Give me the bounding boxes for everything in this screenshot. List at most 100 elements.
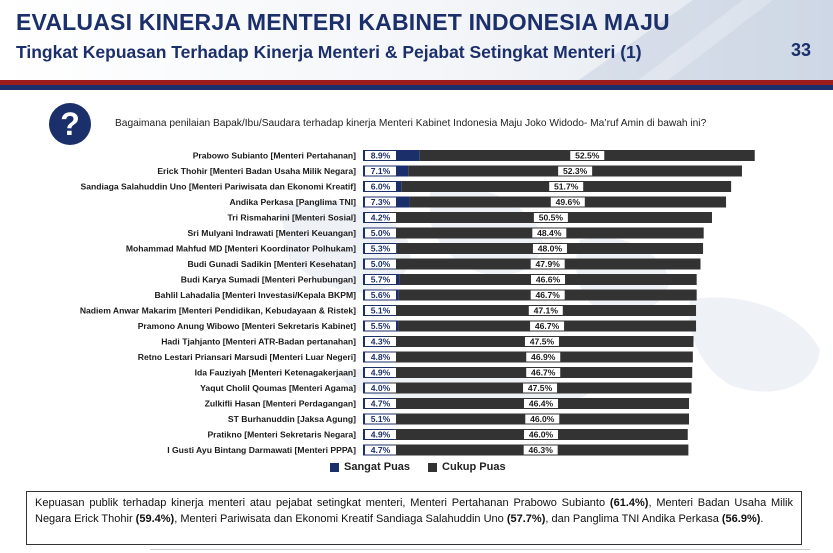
- data-label-box: [365, 151, 396, 160]
- legend-item-cukup-puas: Cukup Puas: [428, 461, 506, 473]
- category-label: Yaqut Cholil Qoumas [Menteri Agama]: [200, 383, 356, 393]
- data-label-cukup-puas: 46.7%: [536, 290, 561, 300]
- data-label-sangat-puas: 4.9%: [371, 368, 391, 378]
- category-label: Erick Thohir [Menteri Badan Usaha Milik …: [157, 166, 356, 176]
- category-label: ST Burhanuddin [Jaksa Agung]: [228, 414, 356, 424]
- satisfaction-bar-chart: Prabowo Subianto [Menteri Pertahanan] 8.9…: [80, 150, 755, 456]
- category-label: I Gusti Ayu Bintang Darmawati [Menteri P…: [167, 445, 356, 455]
- data-label-box: [532, 228, 567, 238]
- data-label-sangat-puas: 4.7%: [371, 399, 391, 409]
- data-label-box: [365, 166, 396, 176]
- data-label-box: [365, 197, 396, 207]
- legend-swatch: [330, 462, 339, 472]
- category-label: Zulkifli Hasan [Menteri Perdagangan]: [205, 399, 357, 409]
- data-label-box: [531, 275, 566, 284]
- data-label-box: [549, 182, 584, 191]
- data-label-box: [365, 368, 396, 377]
- question-mark-icon: ?: [49, 103, 91, 145]
- category-label: Nadiem Anwar Makarim [Menteri Pendidikan…: [80, 306, 356, 316]
- data-label-box: [365, 275, 396, 284]
- category-label: Retno Lestari Priansari Marsudi [Menteri…: [138, 352, 356, 362]
- data-label-sangat-puas: 4.9%: [371, 430, 391, 440]
- data-label-box: [365, 414, 396, 424]
- data-label-box: [365, 306, 396, 315]
- data-label-sangat-puas: 4.8%: [371, 352, 391, 362]
- data-label-cukup-puas: 52.5%: [575, 151, 600, 161]
- category-label: Sandiaga Salahuddin Uno [Menteri Pariwis…: [80, 182, 356, 192]
- category-label: Pratikno [Menteri Sekretaris Negara]: [207, 430, 356, 440]
- data-label-box: [533, 213, 568, 222]
- data-label-box: [524, 337, 559, 346]
- summary-text: (59.4%): [135, 513, 175, 525]
- data-label-box: [365, 259, 396, 269]
- summary-text: (57.7%): [506, 513, 546, 525]
- footer-divider: [150, 549, 810, 550]
- data-label-cukup-puas: 48.4%: [537, 228, 562, 238]
- data-label-sangat-puas: 4.7%: [371, 445, 391, 455]
- data-label-cukup-puas: 46.6%: [536, 275, 561, 285]
- chart-legend: Sangat Puas Cukup Puas: [330, 461, 506, 473]
- data-label-sangat-puas: 7.3%: [371, 197, 391, 207]
- data-label-box: [365, 321, 396, 331]
- summary-text: (61.4%): [609, 497, 649, 509]
- data-label-box: [524, 399, 559, 408]
- data-label-sangat-puas: 5.0%: [371, 228, 391, 238]
- page-number: 33: [790, 40, 811, 60]
- data-label-box: [530, 259, 565, 269]
- data-label-sangat-puas: 6.0%: [371, 182, 391, 192]
- data-label-sangat-puas: 5.1%: [371, 414, 391, 424]
- data-label-sangat-puas: 8.9%: [371, 151, 391, 161]
- page-subtitle: Tingkat Kepuasan Terhadap Kinerja Menter…: [16, 42, 642, 62]
- legend-item-sangat-puas: Sangat Puas: [330, 461, 410, 473]
- data-label-sangat-puas: 7.1%: [371, 166, 391, 176]
- category-label: Bahlil Lahadalia [Menteri Investasi/Kepa…: [154, 290, 356, 300]
- data-label-box: [528, 306, 563, 315]
- summary-text: Kepuasan publik terhadap kinerja menteri…: [35, 497, 610, 509]
- data-label-sangat-puas: 5.3%: [371, 244, 391, 254]
- page-title: EVALUASI KINERJA MENTERI KABINET INDONES…: [16, 9, 670, 35]
- data-label-sangat-puas: 5.7%: [371, 275, 391, 285]
- data-label-cukup-puas: 47.1%: [534, 306, 559, 316]
- summary-text: (56.9%): [721, 513, 761, 525]
- data-label-box: [365, 337, 396, 346]
- data-label-cukup-puas: 46.3%: [528, 445, 553, 455]
- data-label-cukup-puas: 49.6%: [556, 197, 581, 207]
- data-label-cukup-puas: 46.0%: [529, 430, 554, 440]
- summary-text: , Menteri Badan Usaha Milik Negara Erick…: [35, 497, 794, 525]
- data-label-box: [526, 368, 561, 377]
- category-label: Prabowo Subianto [Menteri Pertahanan]: [193, 151, 356, 161]
- data-label-box: [525, 414, 560, 424]
- data-label-sangat-puas: 4.3%: [371, 337, 391, 347]
- survey-question: Bagaimana penilaian Bapak/Ibu/Saudara te…: [115, 118, 707, 129]
- data-label-box: [570, 151, 605, 160]
- data-label-box: [365, 244, 396, 253]
- data-label-box: [365, 228, 396, 238]
- data-label-cukup-puas: 50.5%: [539, 213, 564, 223]
- category-label: Ida Fauziyah [Menteri Ketenagakerjaan]: [195, 368, 357, 378]
- data-label-cukup-puas: 52.3%: [563, 166, 588, 176]
- data-label-box: [526, 352, 561, 362]
- summary-text: , Menteri Pariwisata dan Ekonomi Kreatif…: [174, 513, 507, 525]
- data-label-box: [532, 244, 567, 253]
- data-label-box: [530, 290, 565, 300]
- legend-label: Sangat Puas: [344, 461, 411, 473]
- data-label-cukup-puas: 46.7%: [531, 368, 556, 378]
- category-label: Tri Rismaharini [Menteri Sosial]: [228, 213, 357, 223]
- data-label-sangat-puas: 5.5%: [371, 321, 391, 331]
- data-label-sangat-puas: 5.6%: [371, 290, 391, 300]
- data-label-box: [523, 445, 558, 455]
- data-label-box: [365, 430, 396, 439]
- data-label-cukup-puas: 46.4%: [529, 399, 554, 409]
- summary-text: , dan Panglima TNI Andika Perkasa: [545, 513, 722, 525]
- legend-swatch: [428, 462, 438, 472]
- category-label: Mohammad Mahfud MD [Menteri Koordinator …: [126, 244, 356, 254]
- data-label-cukup-puas: 47.9%: [536, 259, 561, 269]
- data-label-sangat-puas: 4.0%: [371, 383, 391, 393]
- category-label: Sri Mulyani Indrawati [Menteri Keuangan]: [187, 228, 356, 238]
- data-label-cukup-puas: 48.0%: [538, 244, 563, 254]
- legend-label: Cukup Puas: [442, 461, 506, 473]
- header-stripe-red: [0, 80, 833, 85]
- data-label-cukup-puas: 46.0%: [530, 414, 555, 424]
- data-label-cukup-puas: 46.7%: [535, 321, 560, 331]
- data-label-cukup-puas: 47.5%: [528, 383, 553, 393]
